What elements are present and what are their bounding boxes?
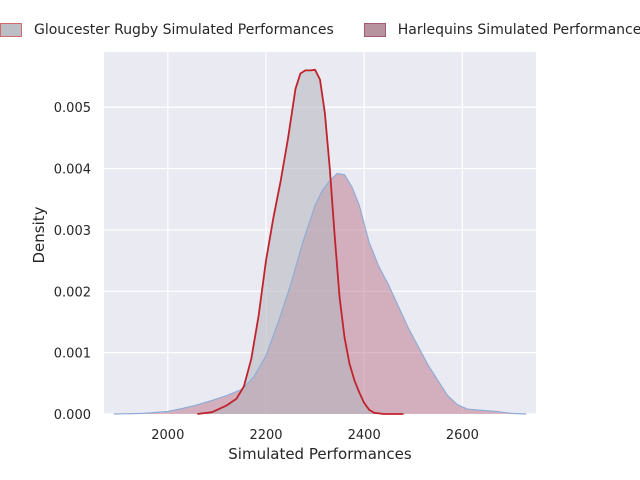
x-tick-label: 2400	[348, 428, 381, 443]
y-tick-label: 0.003	[54, 224, 91, 239]
legend-swatch-harlequins	[363, 23, 386, 37]
density-areas	[113, 68, 527, 415]
density-fill-series-0	[197, 69, 404, 415]
y-tick-label: 0.004	[54, 163, 91, 178]
density-line-series-1	[113, 172, 527, 415]
legend-label-harlequins: Harlequins Simulated Performances	[397, 22, 640, 38]
y-tick-label: 0.000	[54, 408, 91, 423]
legend-swatch-gloucester	[0, 23, 22, 37]
legend-item-gloucester: Gloucester Rugby Simulated Performances	[0, 22, 334, 38]
y-tick-label: 0.002	[54, 285, 91, 300]
x-tick-label: 2600	[446, 428, 479, 443]
legend: Gloucester Rugby Simulated Performances …	[0, 18, 640, 42]
legend-item-harlequins: Harlequins Simulated Performances	[363, 22, 640, 38]
x-tick-label: 2200	[249, 428, 282, 443]
x-axis-label: Simulated Performances	[228, 445, 412, 463]
y-tick-label: 0.005	[54, 101, 91, 116]
x-tick-label: 2000	[151, 428, 184, 443]
tick-labels: 2000 2200 2400 2600 0.000 0.001 0.002 0.003 0.00…	[54, 101, 479, 443]
y-tick-label: 0.001	[54, 347, 91, 362]
y-axis-label: Density	[30, 206, 48, 263]
density-line-series-0	[197, 68, 404, 415]
legend-label-gloucester: Gloucester Rugby Simulated Performances	[34, 22, 334, 38]
